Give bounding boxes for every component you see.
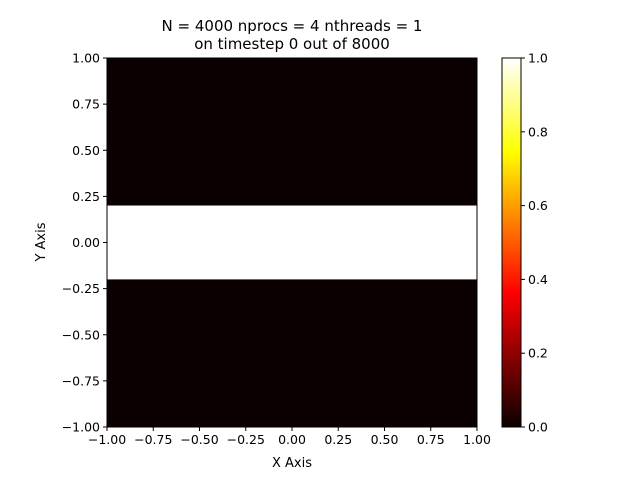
x-tick-label: 0.75 [417, 432, 445, 447]
colorbar-ticks: 0.0 0.2 0.4 0.6 0.8 1.0 [521, 51, 548, 435]
x-axis-ticks: −1.00 −0.75 −0.50 −0.25 0.00 0.25 0.50 0.75 1.00 [88, 427, 491, 447]
y-axis-label: Y Axis [34, 222, 49, 262]
y-tick-label: −0.50 [62, 327, 100, 342]
heatmap-region-2 [107, 279, 477, 427]
x-tick-label: −0.75 [134, 432, 172, 447]
y-tick-label: −1.00 [62, 420, 100, 435]
x-tick-label: 0.50 [371, 432, 399, 447]
colorbar-tick-label: 0.8 [528, 124, 548, 139]
y-axis-ticks: −1.00 −0.75 −0.50 −0.25 0.00 0.25 0.50 0.75 1.00 [62, 51, 107, 435]
x-tick-label: 0.25 [324, 432, 352, 447]
x-tick-label: −1.00 [88, 432, 126, 447]
colorbar-gradient [501, 57, 522, 428]
heatmap-region-0 [107, 58, 477, 206]
y-tick-label: 1.00 [72, 51, 100, 66]
colorbar-tick-label: 1.0 [528, 51, 548, 66]
y-tick-label: 0.00 [72, 235, 100, 250]
colorbar-tick-label: 0.2 [528, 346, 548, 361]
colorbar-tick-label: 0.6 [528, 198, 548, 213]
y-tick-label: 0.25 [72, 189, 100, 204]
colorbar-tick-label: 0.4 [528, 272, 548, 287]
y-tick-label: −0.25 [62, 281, 100, 296]
x-tick-label: −0.50 [180, 432, 218, 447]
colorbar-tick-label: 0.0 [528, 420, 548, 435]
x-tick-label: −0.25 [227, 432, 265, 447]
y-tick-label: 0.75 [72, 97, 100, 112]
chart-title-line-2: on timestep 0 out of 8000 [194, 35, 390, 53]
chart-title-line-1: N = 4000 nprocs = 4 nthreads = 1 [162, 17, 423, 35]
x-tick-label: 1.00 [463, 432, 491, 447]
x-axis-label: X Axis [272, 456, 312, 471]
y-tick-label: 0.50 [72, 143, 100, 158]
x-tick-label: 0.00 [278, 432, 306, 447]
y-tick-label: −0.75 [62, 373, 100, 388]
plot-area [106, 57, 478, 428]
colorbar [501, 57, 522, 428]
heatmap-region-1 [107, 205, 477, 280]
